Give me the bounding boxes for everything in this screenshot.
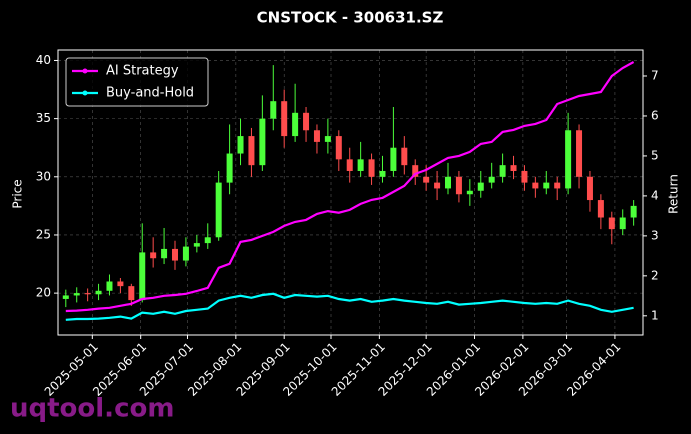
candle-body	[554, 182, 561, 189]
candle-body	[117, 281, 124, 287]
candle-body	[521, 170, 528, 183]
y-tick-label: 40	[36, 53, 51, 67]
candle-body	[128, 286, 135, 301]
candle-body	[543, 182, 550, 189]
candle-body	[576, 130, 583, 177]
candle-body	[466, 190, 473, 195]
y-tick-label: 35	[36, 111, 51, 125]
candle-body	[630, 205, 637, 218]
candle-body	[303, 112, 310, 131]
candle-body	[248, 136, 255, 166]
candle-body	[226, 153, 233, 183]
candle-body	[335, 136, 342, 160]
candle-body	[423, 176, 430, 183]
y2-tick-label: 4	[651, 188, 659, 202]
candle-body	[401, 147, 408, 166]
candle-body	[106, 281, 113, 291]
plot-frame	[57, 49, 644, 336]
legend-label: Buy-and-Hold	[106, 86, 194, 101]
candle-body	[444, 176, 452, 189]
candle-body	[565, 130, 572, 189]
legend-box	[65, 57, 209, 107]
candle-body	[270, 101, 277, 119]
candle-body	[281, 101, 288, 137]
y2-tick-label: 6	[651, 108, 659, 122]
legend-marker	[82, 68, 88, 74]
candle-body	[237, 136, 244, 154]
legend-marker	[82, 90, 88, 96]
y2-axis-label: Return	[667, 174, 681, 214]
candle-body	[62, 295, 69, 299]
candle-body	[171, 248, 179, 261]
candle-body	[455, 176, 462, 195]
candle-body	[412, 165, 419, 177]
legend: AI Strategy Buy-and-Hold	[65, 57, 209, 107]
candle-body	[259, 118, 266, 166]
candle-body	[499, 165, 506, 177]
y2-tick-label: 3	[651, 228, 659, 242]
candle-body	[586, 176, 593, 201]
candle-body	[390, 147, 397, 171]
candle-body	[215, 182, 222, 238]
y-tick-label: 30	[36, 169, 51, 183]
candle-body	[139, 252, 146, 301]
y2-tick-label: 7	[651, 68, 659, 82]
y2-tick-label: 2	[651, 268, 659, 282]
candle-body	[379, 170, 386, 177]
legend-label: AI Strategy	[106, 64, 179, 79]
candle-body	[150, 252, 157, 259]
candle-body	[608, 217, 615, 230]
candle-body	[488, 176, 495, 183]
chart-title: CNSTOCK - 300631.SZ	[257, 9, 444, 27]
candle-body	[73, 293, 80, 296]
candle-body	[324, 136, 331, 142]
candle-body	[434, 182, 441, 189]
candle-body	[532, 182, 539, 189]
candle-body	[161, 248, 168, 259]
candle-body	[619, 217, 626, 230]
candle-body	[84, 293, 91, 295]
candle-body	[313, 130, 320, 142]
candle-body	[477, 182, 484, 191]
candle-body	[357, 159, 364, 171]
candle-body	[204, 237, 211, 244]
candle-body	[597, 200, 604, 218]
candle-body	[95, 290, 102, 295]
candle-body	[368, 159, 375, 177]
candle-body	[510, 165, 517, 171]
candle-body	[292, 112, 299, 137]
y-tick-label: 25	[36, 227, 51, 241]
series-line	[65, 292, 634, 321]
series-line	[65, 61, 635, 313]
y-tick-label: 20	[36, 286, 51, 300]
y2-tick-label: 5	[651, 148, 659, 162]
candle-body	[346, 159, 353, 171]
y-axis-label: Price	[11, 179, 25, 208]
candle-body	[182, 246, 189, 261]
watermark: uqtool.com	[10, 394, 174, 424]
y2-tick-label: 1	[651, 308, 659, 322]
candle-body	[193, 243, 200, 247]
